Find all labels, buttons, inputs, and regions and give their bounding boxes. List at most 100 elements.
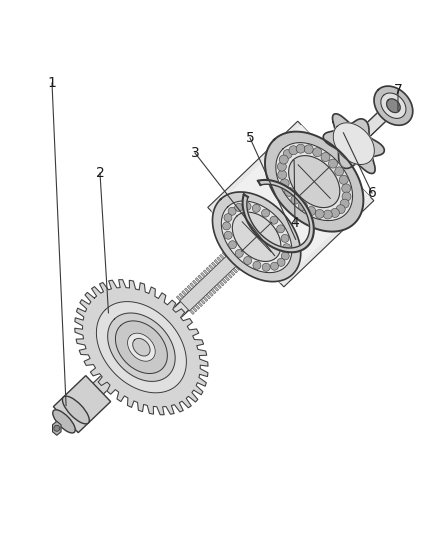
Polygon shape: [96, 302, 186, 393]
Polygon shape: [211, 125, 370, 283]
Circle shape: [277, 162, 286, 171]
Polygon shape: [219, 254, 237, 273]
Circle shape: [296, 144, 304, 153]
Text: 3: 3: [190, 146, 199, 160]
Text: 5: 5: [245, 131, 254, 145]
Polygon shape: [200, 272, 218, 291]
Circle shape: [222, 222, 230, 230]
Polygon shape: [227, 247, 245, 265]
Polygon shape: [235, 239, 253, 257]
Polygon shape: [179, 237, 255, 311]
Circle shape: [282, 244, 290, 252]
Polygon shape: [127, 333, 155, 361]
Polygon shape: [207, 121, 373, 287]
Circle shape: [336, 205, 344, 214]
Circle shape: [224, 231, 232, 239]
Polygon shape: [115, 321, 167, 374]
Polygon shape: [373, 86, 412, 125]
Text: 1: 1: [47, 76, 57, 90]
Circle shape: [290, 195, 299, 204]
Polygon shape: [380, 93, 405, 118]
Circle shape: [284, 187, 293, 196]
Text: 6: 6: [367, 186, 375, 200]
Polygon shape: [203, 270, 221, 288]
Circle shape: [228, 241, 236, 249]
Circle shape: [281, 252, 289, 260]
Polygon shape: [192, 280, 210, 299]
Polygon shape: [132, 338, 150, 356]
Polygon shape: [179, 293, 197, 312]
Polygon shape: [224, 249, 243, 268]
Polygon shape: [181, 290, 199, 309]
Circle shape: [304, 145, 313, 154]
Circle shape: [243, 203, 251, 211]
Polygon shape: [211, 262, 229, 281]
Circle shape: [234, 204, 242, 212]
Polygon shape: [216, 257, 234, 276]
Polygon shape: [208, 265, 226, 284]
Polygon shape: [222, 252, 240, 270]
Polygon shape: [187, 285, 205, 304]
Circle shape: [228, 207, 236, 215]
Circle shape: [283, 149, 292, 158]
Circle shape: [320, 152, 329, 161]
Polygon shape: [232, 212, 280, 262]
Circle shape: [235, 249, 243, 257]
Polygon shape: [322, 114, 383, 174]
Circle shape: [330, 208, 339, 217]
Ellipse shape: [62, 396, 89, 424]
Circle shape: [276, 259, 284, 266]
Circle shape: [279, 155, 288, 164]
Polygon shape: [74, 280, 208, 415]
Polygon shape: [69, 108, 389, 417]
Polygon shape: [233, 241, 251, 260]
Circle shape: [261, 263, 269, 271]
Circle shape: [252, 204, 260, 212]
Circle shape: [341, 184, 350, 193]
Polygon shape: [212, 192, 300, 281]
Circle shape: [306, 206, 315, 215]
Polygon shape: [184, 288, 202, 306]
Ellipse shape: [53, 410, 75, 433]
Polygon shape: [242, 180, 313, 252]
Text: 4: 4: [290, 216, 299, 230]
Polygon shape: [238, 236, 256, 255]
Circle shape: [54, 425, 60, 431]
Polygon shape: [265, 132, 363, 231]
Polygon shape: [214, 260, 232, 278]
Circle shape: [298, 201, 307, 211]
Polygon shape: [189, 283, 208, 302]
Polygon shape: [195, 278, 213, 296]
Circle shape: [288, 146, 297, 155]
Polygon shape: [205, 267, 223, 286]
Circle shape: [223, 214, 231, 222]
Circle shape: [261, 209, 269, 217]
Polygon shape: [176, 296, 194, 314]
Text: 7: 7: [393, 83, 402, 97]
Polygon shape: [53, 376, 110, 433]
Polygon shape: [53, 421, 61, 435]
Circle shape: [339, 199, 348, 208]
Polygon shape: [275, 143, 352, 221]
Circle shape: [252, 261, 260, 269]
Circle shape: [279, 179, 289, 188]
Circle shape: [277, 170, 286, 179]
Circle shape: [243, 256, 251, 264]
Circle shape: [270, 262, 278, 270]
Polygon shape: [67, 362, 125, 418]
Circle shape: [334, 167, 343, 176]
Polygon shape: [198, 275, 215, 294]
Circle shape: [314, 209, 323, 219]
Circle shape: [312, 148, 321, 157]
Polygon shape: [332, 123, 374, 165]
Text: 2: 2: [95, 166, 104, 180]
Circle shape: [276, 225, 284, 233]
Circle shape: [341, 192, 350, 201]
Polygon shape: [288, 156, 339, 207]
Polygon shape: [386, 99, 399, 112]
Circle shape: [322, 210, 332, 219]
Polygon shape: [221, 201, 291, 273]
Circle shape: [339, 175, 347, 184]
Circle shape: [269, 216, 277, 224]
Polygon shape: [230, 244, 248, 263]
